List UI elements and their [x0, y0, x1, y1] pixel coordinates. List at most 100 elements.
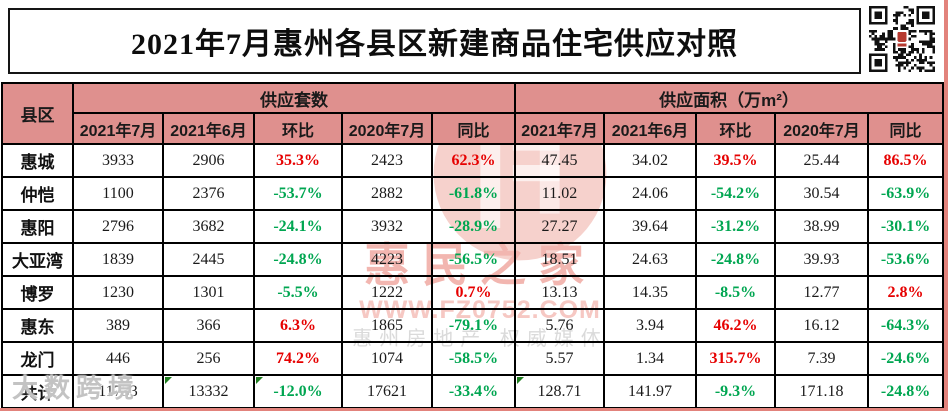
value-cell: 1301	[162, 275, 255, 310]
value-cell: 1100	[72, 176, 164, 211]
value-cell: 128.71	[514, 374, 605, 409]
col-header: 2021年7月	[72, 112, 164, 145]
pct-cell: -61.8%	[431, 176, 516, 211]
value-cell: 2796	[72, 209, 164, 244]
col-header: 2021年6月	[162, 112, 255, 145]
pct-cell: -24.8%	[695, 242, 776, 277]
value-cell: 7.39	[774, 341, 869, 376]
value-cell: 366	[162, 308, 255, 343]
table-row-total: 共计 11733 13332 -12.0% 17621 -33.4% 128.7…	[1, 374, 945, 409]
value-cell: 39.93	[774, 242, 869, 277]
pct-cell: -24.1%	[253, 209, 343, 244]
value-cell: 2906	[162, 143, 255, 178]
pct-cell: -9.3%	[695, 374, 776, 409]
value-cell: 24.63	[603, 242, 697, 277]
value-cell: 3682	[162, 209, 255, 244]
value-cell: 3933	[72, 143, 164, 178]
table-row: 博罗 1230 1301 -5.5% 1222 0.7% 13.13 14.35…	[1, 275, 945, 310]
value-cell: 11733	[72, 374, 164, 409]
value-cell: 1074	[341, 341, 433, 376]
value-cell: 141.97	[603, 374, 697, 409]
pct-cell: -24.8%	[866, 374, 945, 409]
value-cell: 171.18	[774, 374, 869, 409]
pct-cell: 6.3%	[253, 308, 343, 343]
district-cell: 大亚湾	[1, 242, 74, 277]
cell-note-triangle-icon	[517, 377, 524, 384]
col-header: 2020年7月	[774, 112, 869, 145]
group-header-area: 供应面积（万m²）	[513, 82, 945, 114]
value-cell: 47.45	[514, 143, 605, 178]
table-row: 大亚湾 1839 2445 -24.8% 4223 -56.5% 18.51 2…	[1, 242, 945, 277]
district-cell: 仲恺	[1, 176, 74, 211]
value-cell: 1222	[341, 275, 433, 310]
pct-cell: 315.7%	[695, 341, 776, 376]
value-cell: 2376	[162, 176, 255, 211]
supply-comparison-table: 县区 供应套数 供应面积（万m²） 2021年7月 2021年6月 环比 202…	[1, 82, 945, 409]
value-cell: 5.57	[514, 341, 605, 376]
value-cell: 256	[162, 341, 255, 376]
value-cell: 16.12	[774, 308, 869, 343]
value-cell: 13.13	[514, 275, 605, 310]
pct-cell: -31.2%	[695, 209, 776, 244]
qr-code-icon	[868, 6, 936, 72]
pct-cell: -28.9%	[431, 209, 516, 244]
pct-cell: 0.7%	[431, 275, 516, 310]
cell-note-triangle-icon	[165, 377, 172, 384]
pct-cell: -12.0%	[253, 374, 343, 409]
table-row: 仲恺 1100 2376 -53.7% 2882 -61.8% 11.02 24…	[1, 176, 945, 211]
value-cell: 446	[72, 341, 164, 376]
pct-cell: 35.3%	[253, 143, 343, 178]
value-cell: 25.44	[774, 143, 869, 178]
pct-cell: -33.4%	[431, 374, 516, 409]
value-cell: 2423	[341, 143, 433, 178]
frame-edge-right	[944, 0, 948, 411]
pct-cell: -24.8%	[253, 242, 343, 277]
district-cell: 惠城	[1, 143, 74, 178]
pct-cell: -53.7%	[253, 176, 343, 211]
table-row: 惠阳 2796 3682 -24.1% 3932 -28.9% 27.27 39…	[1, 209, 945, 244]
value-cell: 5.76	[514, 308, 605, 343]
value-cell: 38.99	[774, 209, 869, 244]
title-bar: 2021年7月惠州各县区新建商品住宅供应对照	[8, 8, 861, 74]
pct-cell: -53.6%	[866, 242, 945, 277]
pct-cell: 86.5%	[866, 143, 945, 178]
district-cell: 龙门	[1, 341, 74, 376]
pct-cell: 74.2%	[253, 341, 343, 376]
pct-cell: -24.6%	[866, 341, 945, 376]
value-cell: 18.51	[514, 242, 605, 277]
value-cell: 30.54	[774, 176, 869, 211]
col-header: 环比	[695, 112, 776, 145]
pct-cell: -54.2%	[695, 176, 776, 211]
district-cell: 惠阳	[1, 209, 74, 244]
value-cell: 2445	[162, 242, 255, 277]
table-row: 惠东 389 366 6.3% 1865 -79.1% 5.76 3.94 46…	[1, 308, 945, 343]
value-cell: 17621	[341, 374, 433, 409]
col-header: 同比	[431, 112, 516, 145]
document-title: 2021年7月惠州各县区新建商品住宅供应对照	[131, 28, 738, 61]
value-cell: 39.64	[603, 209, 697, 244]
value-cell: 11.02	[514, 176, 605, 211]
pct-cell: -56.5%	[431, 242, 516, 277]
value-cell: 24.06	[603, 176, 697, 211]
pct-cell: -79.1%	[431, 308, 516, 343]
col-header: 2020年7月	[341, 112, 433, 145]
table-row: 惠城 3933 2906 35.3% 2423 62.3% 47.45 34.0…	[1, 143, 945, 178]
cell-note-triangle-icon	[256, 377, 263, 384]
district-cell: 共计	[1, 374, 74, 409]
group-header-units: 供应套数	[72, 82, 516, 114]
value-cell: 389	[72, 308, 164, 343]
value-cell: 14.35	[603, 275, 697, 310]
table-row: 龙门 446 256 74.2% 1074 -58.5% 5.57 1.34 3…	[1, 341, 945, 376]
pct-cell: -30.1%	[866, 209, 945, 244]
value-cell: 1865	[341, 308, 433, 343]
col-header: 2021年6月	[603, 112, 697, 145]
pct-cell: 2.8%	[866, 275, 945, 310]
col-header: 同比	[866, 112, 945, 145]
district-cell: 博罗	[1, 275, 74, 310]
value-cell: 4223	[341, 242, 433, 277]
district-cell: 惠东	[1, 308, 74, 343]
pct-cell: 39.5%	[695, 143, 776, 178]
pct-cell: -8.5%	[695, 275, 776, 310]
pct-cell: -64.3%	[866, 308, 945, 343]
